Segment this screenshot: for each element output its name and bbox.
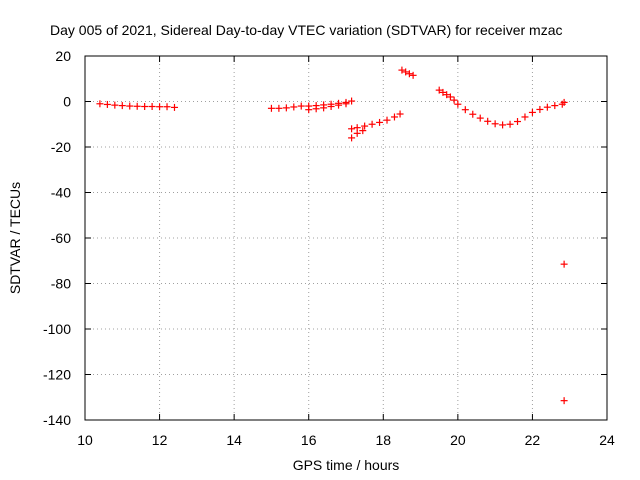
data-point [103,100,111,108]
data-point [461,106,469,114]
y-tick-label: -100 [43,321,71,337]
axis-ticks: 10 12 14 16 18 20 22 24 20 0 -20 -40 -60 -80 -100 -120 -… [43,48,615,448]
y-tick-label: -20 [51,139,71,155]
y-tick-label: 20 [55,48,71,64]
data-point [443,91,451,99]
data-point [133,102,141,110]
y-tick-label: -140 [43,412,71,428]
data-point [312,105,320,113]
grid [85,56,607,420]
data-point [305,106,313,114]
data-point [560,98,568,106]
data-point [528,108,536,116]
data-point [148,103,156,111]
data-point [491,120,499,128]
y-tick-label: 0 [63,94,71,110]
y-tick-label: -40 [51,185,71,201]
data-point [405,70,413,78]
x-tick-label: 24 [599,432,615,448]
data-point [499,121,507,129]
data-point [282,104,290,112]
data-point [396,110,404,118]
data-point [96,100,104,108]
x-tick-label: 20 [450,432,466,448]
data-point [342,100,350,108]
y-axis-label: SDTVAR / TECUs [7,182,23,294]
data-point [353,129,361,137]
data-point [551,102,559,110]
data-point [141,103,149,111]
data-point [327,103,335,111]
data-point [446,93,454,101]
data-point [476,114,484,122]
y-tick-label: -80 [51,276,71,292]
data-point [484,117,492,125]
y-tick-label: -120 [43,367,71,383]
data-point [359,127,367,135]
x-tick-label: 18 [375,432,391,448]
x-axis-label: GPS time / hours [293,457,400,473]
data-point [398,66,406,74]
data-point [543,103,551,111]
y-tick-label: -60 [51,230,71,246]
x-tick-label: 16 [301,432,317,448]
data-point [521,113,529,121]
data-point [290,103,298,111]
data-point [297,102,305,110]
data-point [348,134,356,142]
data-point [402,68,410,76]
data-point [376,118,384,126]
x-tick-label: 12 [152,432,168,448]
data-point [409,71,417,79]
data-point [536,105,544,113]
data-point [514,118,522,126]
data-point [560,397,568,405]
data-point [454,100,462,108]
data-point [275,104,283,112]
data-point [118,102,126,110]
data-point [560,260,568,268]
data-point [126,102,134,110]
data-point [348,125,356,133]
data-point [469,110,477,118]
data-point [368,120,376,128]
data-point [450,96,458,104]
data-point [439,88,447,96]
data-point [156,103,164,111]
chart-title: Day 005 of 2021, Sidereal Day-to-day VTE… [50,22,563,38]
data-point [506,120,514,128]
data-points [96,66,568,405]
data-point [348,97,356,105]
x-tick-label: 22 [525,432,541,448]
data-point [435,86,443,94]
data-point [383,116,391,124]
data-point [267,104,275,112]
data-point [163,103,171,111]
data-point [111,101,119,109]
data-point [361,122,369,130]
data-point [170,103,178,111]
x-tick-label: 10 [77,432,93,448]
data-point [390,113,398,121]
x-tick-label: 14 [226,432,242,448]
data-point [335,101,343,109]
data-point [320,104,328,112]
